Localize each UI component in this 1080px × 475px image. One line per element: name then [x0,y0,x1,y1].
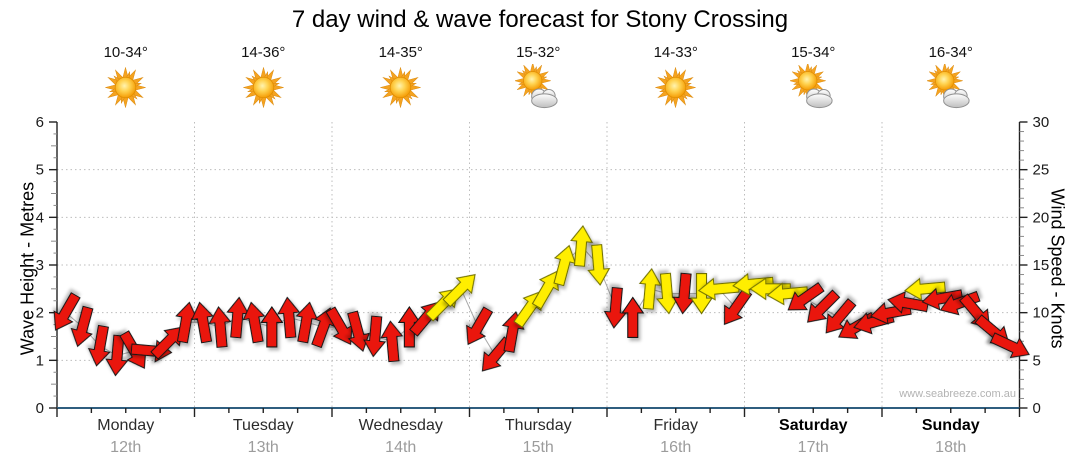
wind-arrow [921,287,964,311]
wind-arrow [621,296,645,338]
temp-range: 16-34° [928,44,973,61]
day-header-tuesday: 14-36° [193,44,333,112]
wind-arrow [150,326,184,360]
temp-range: 14-35° [378,44,423,61]
svg-text:3: 3 [36,257,44,274]
day-date: 12th [110,439,142,456]
svg-text:0: 0 [1033,400,1041,417]
day-name: Monday [97,417,155,434]
page-title: 7 day wind & wave forecast for Stony Cro… [291,6,789,33]
day-label-saturday: Saturday 17th [733,417,893,457]
day-name: Tuesday [232,417,294,434]
day-date: 13th [247,439,279,456]
svg-text:30: 30 [1033,114,1050,131]
svg-text:0: 0 [36,400,44,417]
day-header-saturday: 15-34° [743,44,883,112]
wind-arrow [87,324,111,367]
svg-text:10: 10 [1033,305,1050,322]
wind-arrow [175,301,198,344]
wind-arrow [277,296,301,339]
wind-arrow [466,306,494,346]
wind-arrow [904,277,946,301]
wind-arrow [70,305,94,348]
wind-arrow [363,315,387,358]
temp-range: 10-34° [103,44,148,61]
svg-text:25: 25 [1033,162,1050,179]
wind-arrow [787,282,825,311]
temp-range: 15-34° [791,44,836,61]
day-label-monday: Monday 12th [46,417,206,457]
day-name: Thursday [504,417,572,434]
svg-text:15: 15 [1033,257,1050,274]
temp-range: 14-33° [653,44,698,61]
svg-text:20: 20 [1033,209,1050,226]
day-date: 15th [522,439,554,456]
svg-text:1: 1 [36,352,44,369]
svg-text:5: 5 [36,162,44,179]
day-name: Sunday [921,417,980,434]
svg-text:4: 4 [36,209,44,226]
wind-arrow [732,272,775,296]
wind-arrow [191,301,214,344]
wind-arrow [989,332,1030,359]
day-label-sunday: Sunday 18th [871,417,1031,457]
wind-arrow [105,334,129,377]
day-name: Saturday [779,417,848,434]
day-name: Friday [653,417,698,434]
day-label-wednesday: Wednesday 14th [321,417,481,457]
day-label-tuesday: Tuesday 13th [183,417,343,457]
watermark: www.seabreeze.com.au [899,388,1016,400]
day-date: 16th [660,439,692,456]
wind-arrow [638,267,662,310]
wind-arrow [689,273,714,315]
wind-arrows [53,225,1030,377]
svg-text:6: 6 [36,114,44,131]
day-header-friday: 14-33° [606,44,746,112]
wind-arrow [442,273,476,308]
wind-arrow [208,306,232,348]
wind-arrow [531,270,559,310]
wind-arrow [570,225,594,267]
gridlines [57,122,1020,408]
day-date: 18th [935,439,967,456]
svg-text:5: 5 [1033,352,1041,369]
wind-arrow [260,305,284,348]
day-date: 17th [797,439,829,456]
wind-arrow [242,301,266,344]
day-label-thursday: Thursday 15th [458,417,618,457]
svg-text:2: 2 [36,305,44,322]
wind-arrow [53,292,81,331]
day-date: 14th [385,439,417,456]
day-header-wednesday: 14-35° [331,44,471,112]
wind-arrow [380,320,404,363]
day-name: Wednesday [358,417,443,434]
day-label-friday: Friday 16th [596,417,756,457]
day-header-monday: 10-34° [56,44,196,112]
day-header-thursday: 15-32° [468,44,608,112]
day-header-sunday: 16-34° [881,44,1021,112]
wind-arrow [807,289,841,323]
wind-arrow [587,244,611,286]
temp-range: 14-36° [241,44,286,61]
wind-arrow [887,291,929,314]
temp-range: 15-32° [516,44,561,61]
wind-arrow [347,310,370,352]
